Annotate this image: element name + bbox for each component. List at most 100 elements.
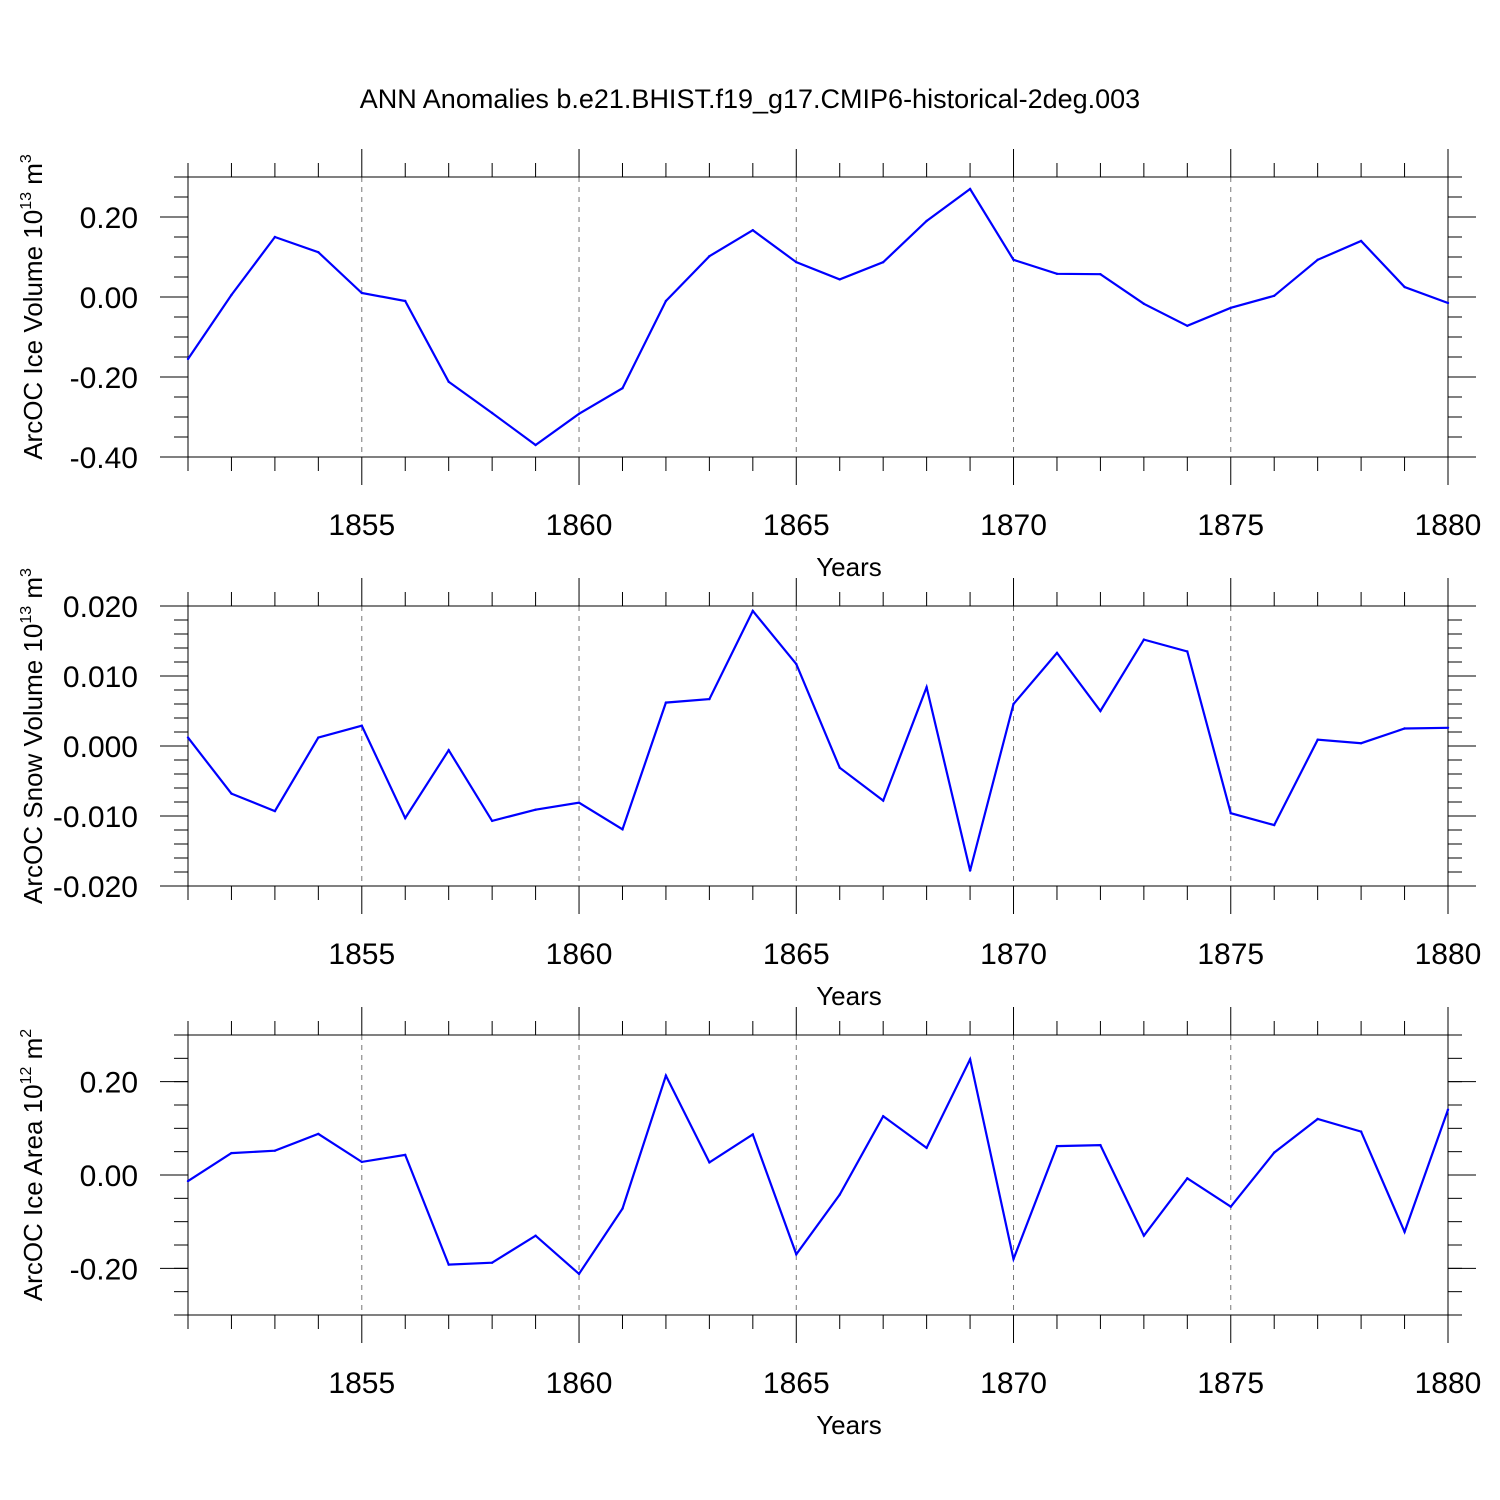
y-axis-label-text: ArcOC Ice Volume 10	[18, 210, 48, 460]
y-axis-label-text: ArcOC Snow Volume 10	[18, 624, 48, 904]
x-tick-label: 1865	[763, 938, 830, 971]
x-tick-label: 1860	[546, 1367, 613, 1400]
x-axis-label: Years	[816, 552, 882, 582]
y-tick-label: -0.20	[70, 1253, 138, 1286]
data-point	[1229, 812, 1232, 815]
x-tick-label: 1875	[1197, 1367, 1264, 1400]
y-tick-label: -0.010	[53, 801, 138, 834]
y-axis-label-unit-exponent: 3	[18, 154, 35, 163]
data-point	[881, 261, 885, 264]
data-point	[881, 1115, 885, 1118]
data-point	[708, 255, 711, 258]
x-tick-label: 1860	[546, 509, 613, 542]
data-point	[621, 1207, 624, 1210]
data-point	[360, 724, 363, 727]
x-tick-label: 1860	[546, 938, 613, 971]
x-tick-label: 1870	[980, 509, 1047, 542]
data-point	[186, 357, 190, 361]
data-point	[186, 736, 190, 739]
data-point	[838, 1193, 841, 1196]
plot-frame	[187, 176, 1449, 458]
data-point	[490, 411, 494, 415]
data-point	[795, 662, 798, 666]
series-line	[187, 608, 1449, 871]
y-tick-label: 0.00	[80, 282, 138, 315]
x-tick-label: 1875	[1197, 509, 1264, 542]
data-point	[273, 235, 277, 239]
data-point	[1403, 1230, 1406, 1234]
data-point	[447, 380, 450, 383]
data-point	[186, 1179, 190, 1183]
data-point	[447, 1263, 450, 1266]
data-point	[795, 1253, 798, 1256]
data-point	[1316, 1117, 1319, 1121]
data-point	[1273, 823, 1276, 827]
data-point	[751, 1133, 755, 1136]
data-point	[317, 251, 320, 254]
series-line	[187, 187, 1449, 447]
y-tick-label: 0.20	[80, 202, 138, 235]
x-tick-label: 1855	[328, 509, 395, 542]
data-point	[230, 1151, 233, 1155]
y-axis-label-unit: m	[18, 577, 48, 606]
data-point	[1316, 258, 1319, 261]
x-tick-label: 1855	[328, 938, 395, 971]
data-point	[708, 697, 711, 701]
y-axis-label-exponent: 13	[18, 192, 35, 210]
data-point	[1012, 1257, 1015, 1261]
data-point	[925, 686, 928, 689]
data-point	[751, 609, 755, 613]
data-point	[1099, 273, 1102, 276]
data-point	[534, 1234, 537, 1237]
data-point	[1229, 1205, 1232, 1208]
plot-frame	[187, 1034, 1449, 1316]
x-axis-label: Years	[816, 981, 882, 1011]
data-point	[404, 299, 407, 303]
x-tick-label: 1880	[1415, 938, 1482, 971]
data-point	[1273, 294, 1276, 297]
y-tick-label: 0.20	[80, 1067, 138, 1100]
x-tick-label: 1855	[328, 1367, 395, 1400]
data-point	[534, 443, 537, 447]
data-point	[664, 1074, 668, 1077]
data-point	[360, 291, 363, 295]
data-point	[577, 412, 581, 415]
data-point	[1359, 239, 1363, 243]
data-point	[925, 219, 928, 223]
data-point	[968, 1058, 972, 1061]
y-axis-label-unit: m	[18, 163, 48, 192]
data-point	[1012, 258, 1015, 261]
y-axis-label-text: ArcOC Ice Area 10	[18, 1084, 48, 1301]
data-point	[1446, 726, 1450, 729]
y-tick-label: -0.40	[70, 442, 138, 475]
data-point	[1186, 1177, 1189, 1180]
y-axis-label: ArcOC Ice Area 1012 m2	[18, 1029, 48, 1301]
data-point	[1055, 272, 1059, 275]
data-point	[664, 299, 668, 303]
x-axis-label: Years	[816, 1410, 882, 1440]
x-tick-label: 1880	[1415, 509, 1482, 542]
data-point	[881, 799, 885, 802]
data-point	[1273, 1151, 1276, 1154]
data-point	[925, 1146, 928, 1150]
y-axis-label-unit-exponent: 3	[18, 568, 35, 577]
data-point	[317, 1132, 320, 1136]
data-point	[317, 736, 320, 739]
data-point	[447, 749, 450, 752]
data-point	[1142, 1234, 1146, 1237]
data-point	[404, 1153, 407, 1157]
y-axis-label: ArcOC Ice Volume 1013 m3	[18, 154, 48, 460]
data-point	[534, 808, 537, 811]
data-point	[838, 766, 841, 769]
y-tick-label: 0.00	[80, 1160, 138, 1193]
y-axis-label: ArcOC Snow Volume 1013 m3	[18, 568, 48, 904]
y-tick-label: 0.010	[63, 661, 138, 694]
y-axis-label-unit: m	[18, 1038, 48, 1067]
data-point	[490, 1261, 494, 1264]
data-point	[273, 1149, 277, 1152]
data-point	[1186, 650, 1189, 653]
data-point	[1142, 638, 1146, 641]
y-axis-label-unit-exponent: 2	[18, 1029, 35, 1038]
data-point	[1142, 302, 1146, 305]
